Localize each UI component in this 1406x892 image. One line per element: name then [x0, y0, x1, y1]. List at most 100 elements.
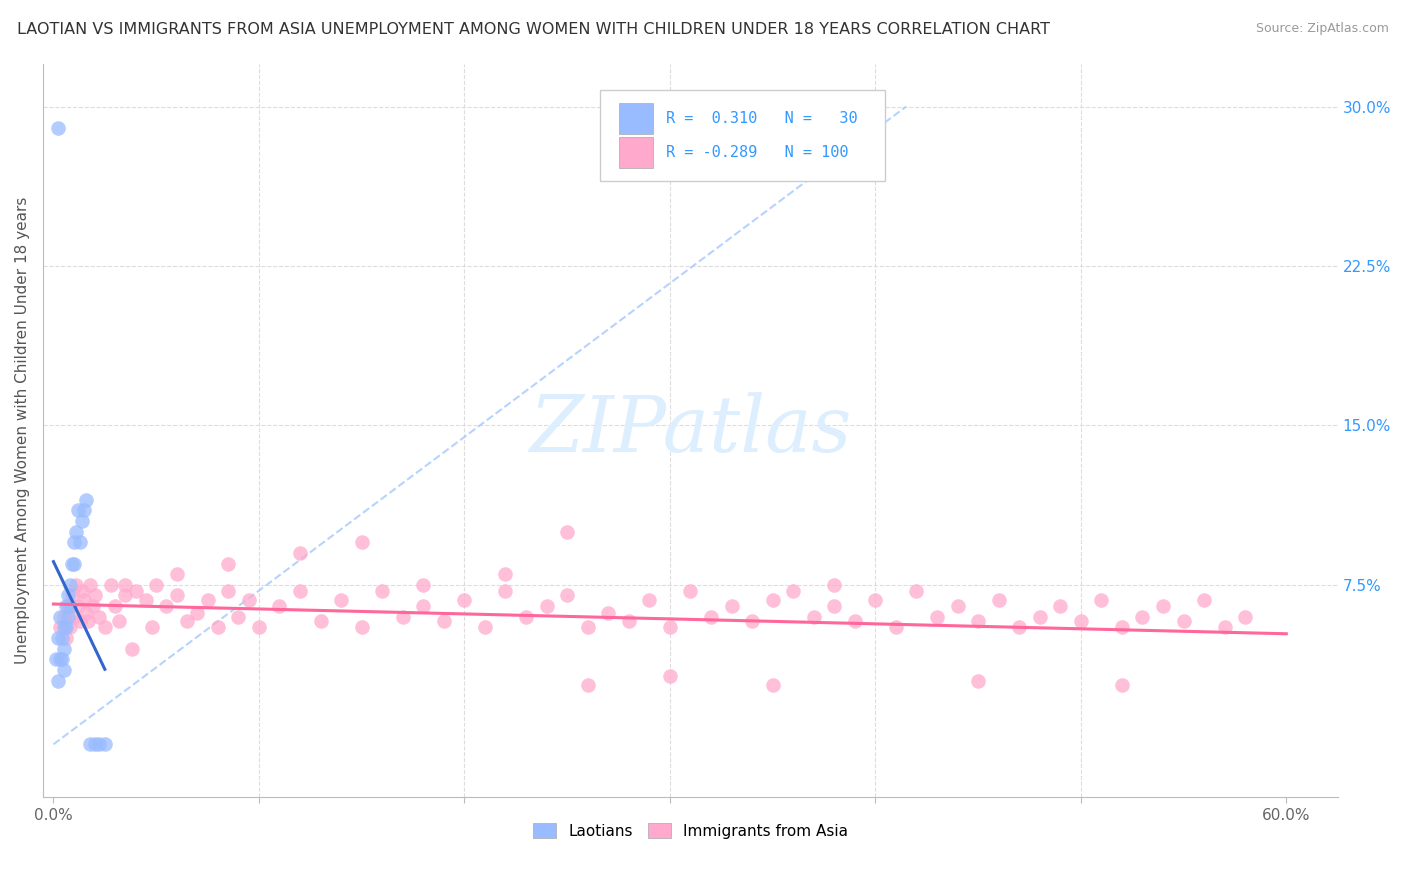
- Point: [700, 609, 723, 624]
- Point: [73, 592, 96, 607]
- Point: [967, 614, 990, 628]
- Point: [946, 599, 969, 614]
- Point: [87, 737, 110, 751]
- Point: [309, 614, 332, 628]
- Point: [63, 557, 86, 571]
- Point: [83, 589, 105, 603]
- Point: [75, 492, 97, 507]
- Point: [87, 609, 110, 624]
- Point: [228, 609, 250, 624]
- Point: [1008, 620, 1031, 634]
- Text: LAOTIAN VS IMMIGRANTS FROM ASIA UNEMPLOYMENT AMONG WOMEN WITH CHILDREN UNDER 18 : LAOTIAN VS IMMIGRANTS FROM ASIA UNEMPLOY…: [17, 22, 1050, 37]
- Point: [782, 584, 804, 599]
- Point: [474, 620, 496, 634]
- Point: [82, 599, 104, 614]
- Point: [762, 592, 785, 607]
- Point: [166, 567, 188, 582]
- Point: [453, 592, 475, 607]
- Point: [67, 599, 90, 614]
- Point: [60, 557, 83, 571]
- Point: [79, 578, 101, 592]
- Point: [371, 584, 394, 599]
- Point: [207, 620, 229, 634]
- Point: [51, 652, 73, 666]
- Point: [176, 614, 198, 628]
- Point: [145, 578, 167, 592]
- Point: [94, 737, 117, 751]
- Point: [658, 620, 681, 634]
- Point: [720, 599, 742, 614]
- FancyBboxPatch shape: [619, 137, 652, 169]
- Point: [576, 620, 599, 634]
- Point: [46, 673, 69, 688]
- Point: [658, 669, 681, 683]
- Point: [114, 578, 136, 592]
- Point: [247, 620, 270, 634]
- Point: [987, 592, 1010, 607]
- Point: [412, 599, 434, 614]
- Point: [1028, 609, 1050, 624]
- Point: [495, 567, 517, 582]
- Point: [69, 535, 91, 549]
- Text: ZIPatlas: ZIPatlas: [529, 392, 852, 469]
- Point: [52, 620, 75, 634]
- Point: [433, 614, 456, 628]
- Point: [124, 584, 146, 599]
- Text: Source: ZipAtlas.com: Source: ZipAtlas.com: [1256, 22, 1389, 36]
- Text: R = -0.289   N = 100: R = -0.289 N = 100: [666, 145, 848, 161]
- Point: [60, 589, 83, 603]
- Point: [135, 592, 157, 607]
- Text: R =  0.310   N =   30: R = 0.310 N = 30: [666, 111, 858, 126]
- Y-axis label: Unemployment Among Women with Children Under 18 years: Unemployment Among Women with Children U…: [15, 197, 30, 665]
- Point: [69, 614, 91, 628]
- Point: [1111, 620, 1133, 634]
- FancyBboxPatch shape: [619, 103, 652, 134]
- Point: [1173, 614, 1195, 628]
- Point: [48, 620, 70, 634]
- Point: [44, 652, 66, 666]
- Point: [1049, 599, 1071, 614]
- Point: [197, 592, 219, 607]
- Point: [823, 578, 845, 592]
- Point: [48, 652, 70, 666]
- Point: [63, 609, 86, 624]
- Point: [52, 609, 75, 624]
- Point: [638, 592, 661, 607]
- Point: [51, 631, 73, 645]
- Point: [108, 614, 131, 628]
- Point: [79, 737, 101, 751]
- Point: [1132, 609, 1154, 624]
- Point: [56, 609, 79, 624]
- Point: [1192, 592, 1215, 607]
- Point: [617, 614, 640, 628]
- Point: [1213, 620, 1236, 634]
- Point: [52, 641, 75, 656]
- Point: [52, 663, 75, 677]
- Point: [555, 589, 578, 603]
- Point: [73, 503, 96, 517]
- Point: [865, 592, 887, 607]
- Point: [967, 673, 990, 688]
- Point: [77, 614, 100, 628]
- Point: [46, 120, 69, 135]
- Point: [1111, 678, 1133, 692]
- Point: [598, 606, 620, 620]
- Point: [1152, 599, 1174, 614]
- Point: [155, 599, 177, 614]
- Point: [63, 535, 86, 549]
- Point: [121, 641, 143, 656]
- Point: [803, 609, 825, 624]
- FancyBboxPatch shape: [600, 90, 884, 181]
- Point: [884, 620, 907, 634]
- Point: [141, 620, 163, 634]
- Point: [94, 620, 117, 634]
- Point: [83, 737, 105, 751]
- Point: [55, 599, 77, 614]
- Point: [55, 631, 77, 645]
- Point: [56, 589, 79, 603]
- Point: [288, 584, 311, 599]
- Point: [70, 584, 93, 599]
- Point: [330, 592, 353, 607]
- Point: [55, 620, 77, 634]
- Point: [59, 620, 82, 634]
